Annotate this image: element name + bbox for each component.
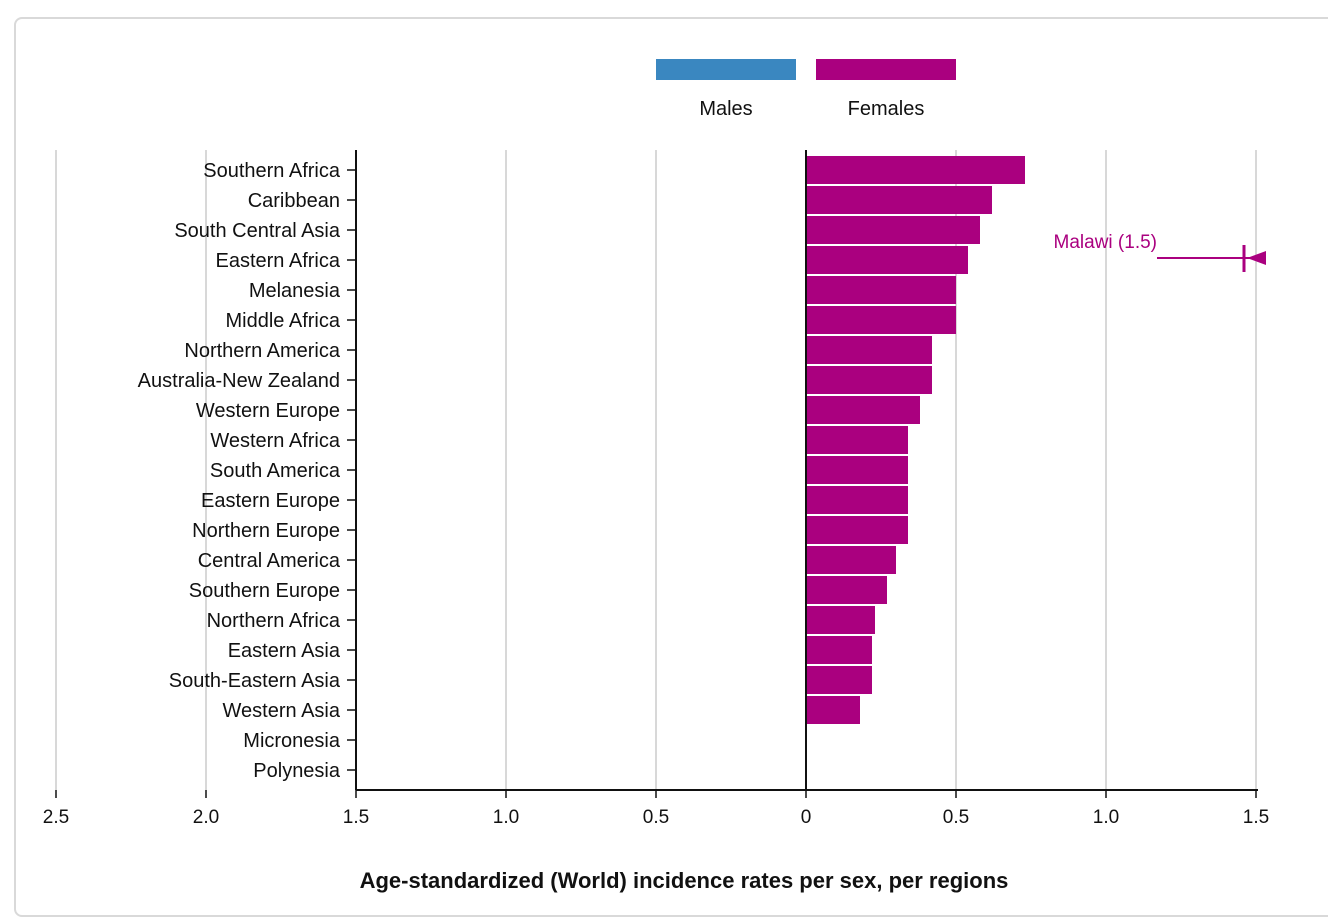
bar-females (806, 456, 908, 484)
bar-females (806, 426, 908, 454)
x-tick-label: 1.0 (493, 807, 519, 828)
bar-females (806, 396, 920, 424)
bar-females (806, 516, 908, 544)
y-tick-label: Eastern Africa (215, 250, 340, 272)
bar-females (806, 486, 908, 514)
axes (355, 150, 1258, 791)
bar-females (806, 366, 932, 394)
y-tick-label: Central America (198, 550, 341, 572)
legend-swatch-females (816, 59, 956, 80)
x-tick-label: 2.0 (193, 807, 219, 828)
x-tick-label: 0.5 (643, 807, 669, 828)
bar-females (806, 186, 992, 214)
bar-females (806, 696, 860, 724)
y-tick-label: Micronesia (243, 730, 341, 752)
y-tick-label: Eastern Asia (228, 640, 341, 662)
y-tick-label: Northern Africa (207, 610, 341, 632)
y-tick-label: Northern Europe (192, 520, 340, 542)
y-tick-label: Western Asia (223, 700, 341, 722)
bar-females (806, 336, 932, 364)
y-tick-label: Southern Africa (203, 160, 341, 182)
legend-label-males: Males (699, 98, 752, 120)
bar-females (806, 216, 980, 244)
x-axis-ticks: 3.02.52.01.51.00.500.51.01.52.02.53.0 (43, 790, 1269, 828)
y-tick-label: Middle Africa (226, 310, 341, 332)
bar-females (806, 276, 956, 304)
x-tick-label: 1.0 (1093, 807, 1119, 828)
y-tick-label: South America (210, 460, 341, 482)
x-tick-label: 1.5 (343, 807, 369, 828)
bar-females (806, 246, 968, 274)
y-tick-label: Western Africa (210, 430, 341, 452)
x-tick-label: 1.5 (1243, 807, 1269, 828)
bar-females (806, 576, 887, 604)
y-tick-label: South-Eastern Asia (169, 670, 341, 692)
y-tick-label: Southern Europe (189, 580, 340, 602)
x-axis-title: Age-standardized (World) incidence rates… (360, 868, 1009, 893)
x-tick-label: 0.5 (943, 807, 969, 828)
bar-females (806, 636, 872, 664)
y-axis-labels: Southern Africa Caribbean South Central As… (138, 160, 356, 782)
annotation: Malawi (1.5) (1054, 232, 1266, 272)
annotation-arrowhead (1247, 251, 1266, 265)
y-tick-label: Northern America (184, 340, 340, 362)
bars (806, 156, 1025, 724)
bar-females (806, 306, 956, 334)
annotation-label: Malawi (1.5) (1054, 232, 1157, 253)
y-tick-label: Caribbean (248, 190, 340, 212)
legend: Males Females (656, 59, 956, 120)
bar-females (806, 666, 872, 694)
y-tick-label: Western Europe (196, 400, 340, 422)
x-tick-label: 2.5 (43, 807, 69, 828)
y-tick-label: South Central Asia (174, 220, 341, 242)
bar-females (806, 606, 875, 634)
y-tick-label: Australia-New Zealand (138, 370, 340, 392)
y-tick-label: Eastern Europe (201, 490, 340, 512)
y-tick-label: Melanesia (249, 280, 341, 302)
legend-label-females: Females (848, 98, 925, 120)
bar-females (806, 546, 896, 574)
legend-swatch-males (656, 59, 796, 80)
chart-card (14, 17, 1328, 917)
bar-females (806, 156, 1025, 184)
x-tick-label: 0 (801, 807, 812, 828)
y-tick-label: Polynesia (253, 760, 341, 782)
